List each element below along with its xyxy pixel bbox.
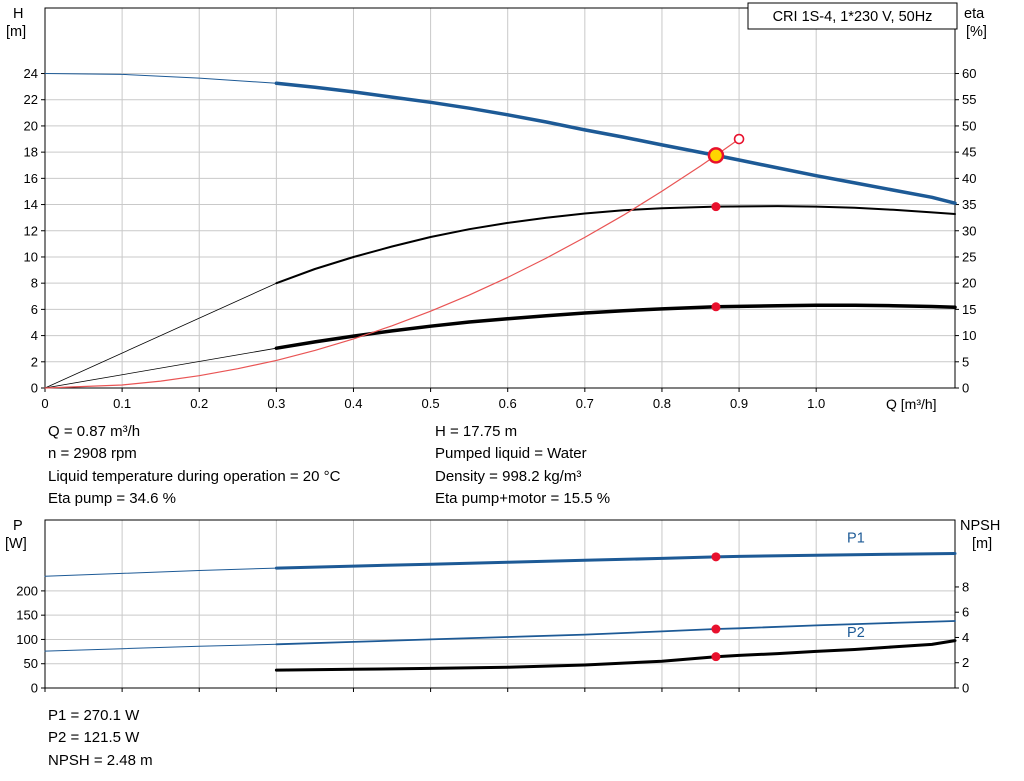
density: Density = 998.2 kg/m³ [435, 467, 582, 485]
y-left-tick-label: 22 [24, 92, 38, 107]
npsh-value: NPSH = 2.48 m [48, 751, 153, 769]
npsh-curve [274, 639, 957, 672]
y-right-tick-label: 10 [962, 328, 976, 343]
y-left-tick-label: 12 [24, 223, 38, 238]
y-left-tick-label: 150 [16, 608, 38, 623]
system-curve [44, 138, 740, 389]
curve-label-p1: P1 [847, 530, 865, 546]
x-tick-label: 0 [41, 396, 48, 411]
eta-pump-motor-curve [274, 303, 957, 350]
y-right-tick-label: 50 [962, 118, 976, 133]
x-tick-label: 0.1 [113, 396, 131, 411]
y-left-tick-label: 8 [31, 276, 38, 291]
y-right-tick-label: 40 [962, 171, 976, 186]
y-left-tick-label: 10 [24, 249, 38, 264]
plot-border [44, 7, 956, 389]
x-tick-label: 0.3 [267, 396, 285, 411]
y-left-tick-label: 0 [31, 381, 38, 396]
duty-head: H = 17.75 m [435, 423, 518, 440]
y-left-axis-unit: [W] [5, 536, 27, 552]
eta-pump-motor-point [711, 302, 721, 312]
y-left-axis-title: P [13, 518, 23, 534]
y-right-tick-label: 0 [962, 381, 969, 396]
y-right-tick-label: 20 [962, 276, 976, 291]
y-right-tick-label: 35 [962, 197, 976, 212]
y-left-tick-label: 50 [24, 656, 38, 671]
y-right-axis-title: NPSH [960, 518, 1000, 534]
p2-point [711, 624, 721, 634]
head-curve [274, 81, 957, 205]
x-axis-title: Q [m³/h] [886, 396, 937, 412]
x-tick-label: 1.0 [807, 396, 825, 411]
duty-flow: Q = 0.87 m³/h [48, 423, 141, 440]
eta-pump-motor: Eta pump+motor = 15.5 % [435, 489, 611, 507]
y-left-tick-label: 24 [24, 66, 38, 81]
y-left-tick-label: 6 [31, 302, 38, 317]
y-right-tick-label: 2 [962, 655, 969, 670]
y-right-axis-unit: [%] [966, 24, 987, 40]
plot-border [44, 519, 956, 689]
y-left-tick-label: 18 [24, 145, 38, 160]
y-left-tick-label: 0 [31, 681, 38, 696]
chart-title: CRI 1S-4, 1*230 V, 50Hz [773, 9, 933, 25]
p1-point [711, 552, 721, 562]
y-right-tick-label: 15 [962, 302, 976, 317]
eta-pump-curve-thin [44, 282, 277, 389]
y-left-axis-unit: [m] [6, 24, 26, 40]
npsh-point [711, 652, 721, 662]
duty-info-left: Q = 0.87 m³/h n = 2908 rpm Liquid temper… [48, 421, 340, 510]
liquid-temp: Liquid temperature during operation = 20… [48, 467, 341, 485]
y-right-axis-title: eta [964, 6, 985, 22]
p2-curve-thin [44, 643, 277, 652]
duty-info-right: H = 17.75 m Pumped liquid = Water Densit… [435, 421, 610, 510]
system-curve-handle[interactable] [733, 133, 745, 145]
y-right-tick-label: 8 [962, 579, 969, 594]
y-right-tick-label: 0 [962, 681, 969, 696]
y-left-tick-label: 100 [16, 632, 38, 647]
pumped-liquid: Pumped liquid = Water [435, 445, 587, 463]
y-left-axis-title: H [13, 6, 23, 22]
p1-curve-thin [44, 567, 277, 577]
eta-pump-motor-curve-thin [44, 347, 277, 389]
y-right-tick-label: 4 [962, 630, 969, 645]
y-left-tick-label: 14 [24, 197, 38, 212]
y-left-tick-label: 20 [24, 118, 38, 133]
x-tick-label: 0.4 [344, 396, 362, 411]
p2-curve [275, 620, 956, 646]
y-right-axis-unit: [m] [972, 536, 992, 552]
eta-pump-curve [275, 205, 956, 285]
y-right-tick-label: 30 [962, 223, 976, 238]
x-tick-label: 0.5 [422, 396, 440, 411]
y-right-tick-label: 6 [962, 605, 969, 620]
y-left-tick-label: 4 [31, 328, 38, 343]
x-tick-label: 0.9 [730, 396, 748, 411]
power-info: P1 = 270.1 W P2 = 121.5 W NPSH = 2.48 m [48, 705, 153, 772]
y-right-tick-label: 55 [962, 92, 976, 107]
chart-title-box [747, 2, 958, 30]
y-right-tick-label: 25 [962, 249, 976, 264]
y-right-tick-label: 60 [962, 66, 976, 81]
eta-pump-point [711, 202, 721, 212]
p1-value: P1 = 270.1 W [48, 707, 140, 724]
x-tick-label: 0.6 [499, 396, 517, 411]
y-left-tick-label: 200 [16, 583, 38, 598]
x-tick-label: 0.8 [653, 396, 671, 411]
y-right-tick-label: 5 [962, 354, 969, 369]
duty-point[interactable] [707, 147, 725, 164]
head-curve-thin [44, 73, 277, 84]
duty-speed: n = 2908 rpm [48, 445, 137, 463]
curve-label-p2: P2 [847, 625, 865, 641]
y-left-tick-label: 2 [31, 354, 38, 369]
y-left-tick-label: 16 [24, 171, 38, 186]
x-tick-label: 0.2 [190, 396, 208, 411]
p2-value: P2 = 121.5 W [48, 729, 140, 747]
p1-curve [274, 552, 957, 570]
eta-pump: Eta pump = 34.6 % [48, 489, 176, 507]
y-right-tick-label: 45 [962, 145, 976, 160]
x-tick-label: 0.7 [576, 396, 594, 411]
